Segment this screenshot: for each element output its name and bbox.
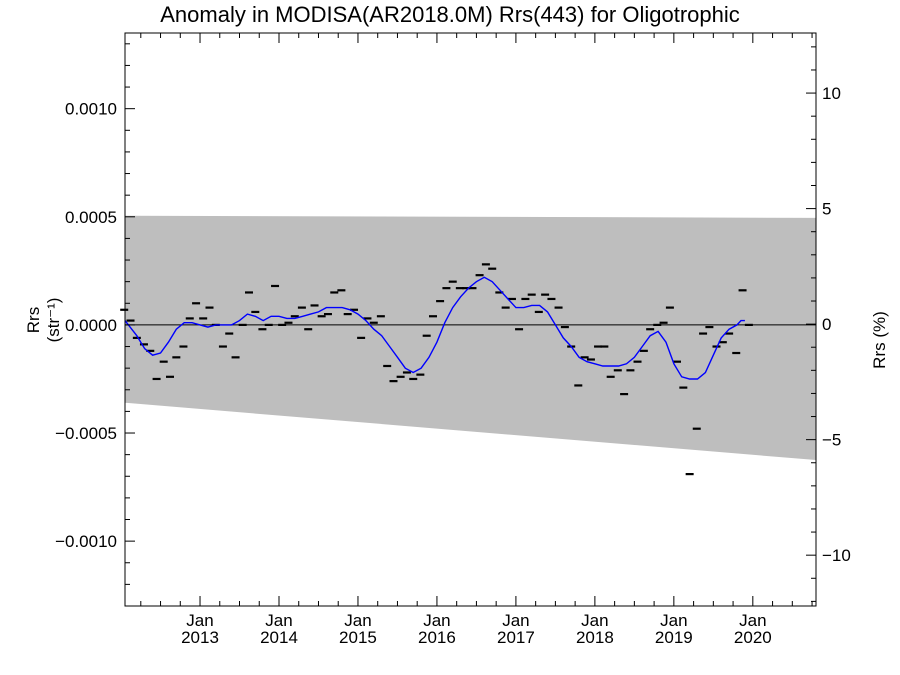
x-tick-label-year: 2013 [181, 628, 219, 647]
y-tick-label-right: 10 [822, 84, 841, 103]
x-tick-label-month: Jan [186, 611, 213, 630]
plot-frame [124, 32, 817, 607]
smooth-line-layer [124, 276, 745, 380]
x-tick-label-year: 2015 [339, 628, 377, 647]
x-tick-label-month: Jan [423, 611, 450, 630]
x-tick-label-month: Jan [502, 611, 529, 630]
y-tick-label-left: −0.0010 [55, 532, 117, 551]
x-tick-label-year: 2016 [418, 628, 456, 647]
y-tick-label-left: 0.0005 [65, 208, 117, 227]
x-tick-label-year: 2019 [655, 628, 693, 647]
axes-layer: 0.0010 0.0005 0.0000 −0.0005 −0.0010 10 5 0 −5 −1… [55, 32, 851, 647]
y-tick-label-right: −5 [822, 431, 841, 450]
x-tick-label-month: Jan [265, 611, 292, 630]
uncertainty-band-layer [125, 215, 816, 461]
x-tick-label-month: Jan [660, 611, 687, 630]
y-tick-label-right: −10 [822, 546, 851, 565]
x-tick-label-year: 2020 [734, 628, 772, 647]
x-tick-label-year: 2017 [497, 628, 535, 647]
x-tick-label-year: 2018 [576, 628, 614, 647]
y-tick-label-left: 0.0010 [65, 100, 117, 119]
chart-title: Anomaly in MODISA(AR2018.0M) Rrs(443) fo… [160, 2, 740, 27]
y-tick-label-right: 5 [822, 200, 831, 219]
x-tick-label-year: 2014 [260, 628, 298, 647]
y-tick-label-left: 0.0000 [65, 316, 117, 335]
y-tick-label-right: 0 [822, 315, 831, 334]
smoothed-anomaly-line [124, 276, 745, 380]
uncertainty-band [125, 215, 816, 461]
x-tick-label-month: Jan [739, 611, 766, 630]
x-tick-label-month: Jan [344, 611, 371, 630]
monthly-points-layer [120, 263, 753, 476]
x-tick-label-month: Jan [581, 611, 608, 630]
y-tick-label-left: −0.0005 [55, 424, 117, 443]
